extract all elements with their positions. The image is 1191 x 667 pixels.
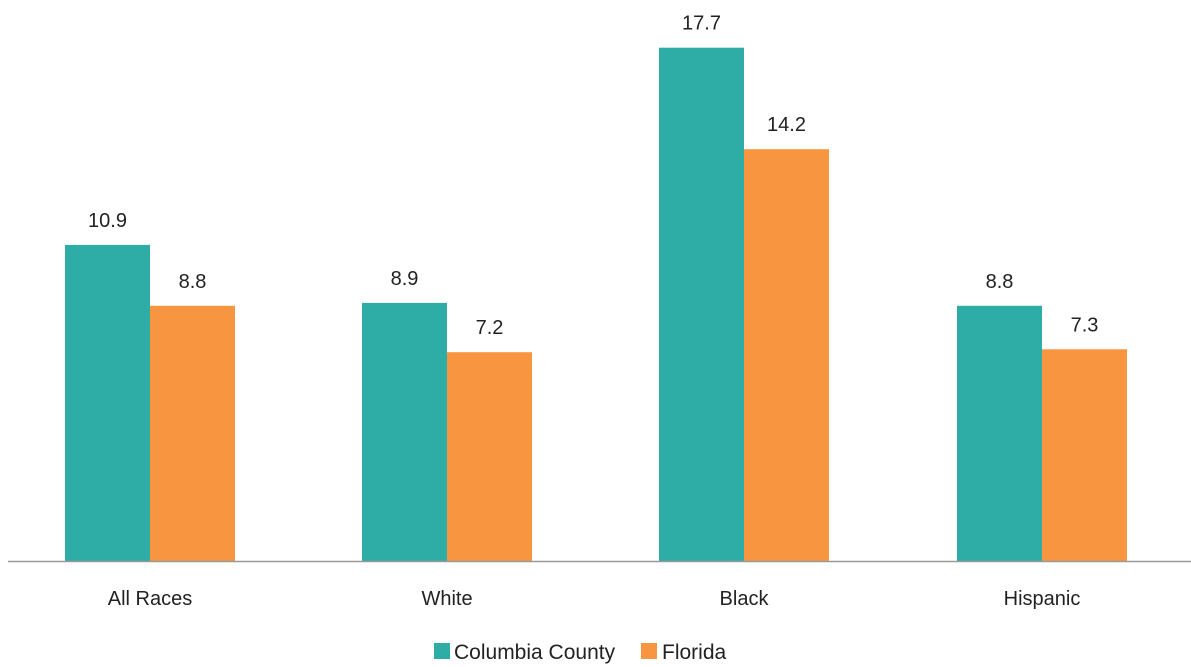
data-label: 8.8 <box>179 271 207 293</box>
legend-swatch-florida <box>641 643 657 659</box>
bar-columbia-county-black <box>659 47 744 561</box>
bar-florida-hispanic <box>1042 349 1127 561</box>
data-label: 8.8 <box>986 271 1014 293</box>
bar-florida-black <box>744 149 829 561</box>
bar-florida-all-races <box>150 305 235 561</box>
legend-swatch-columbia-county <box>434 643 450 659</box>
bar-columbia-county-all-races <box>65 244 150 561</box>
bar-columbia-county-white <box>362 302 447 561</box>
bars-layer <box>65 47 1127 561</box>
data-label: 7.3 <box>1071 314 1099 336</box>
bar-florida-white <box>447 352 532 561</box>
data-label: 10.9 <box>88 210 127 232</box>
data-label: 14.2 <box>767 114 806 136</box>
category-tick-label: All Races <box>108 588 192 610</box>
category-tick-label: White <box>421 588 472 610</box>
legend-label-florida: Florida <box>662 641 727 664</box>
legend: Columbia County Florida <box>434 641 727 664</box>
data-label: 17.7 <box>682 13 721 35</box>
category-tick-label: Black <box>720 588 770 610</box>
legend-label-columbia-county: Columbia County <box>454 641 616 664</box>
data-label: 8.9 <box>391 268 419 290</box>
data-label: 7.2 <box>476 317 504 339</box>
category-tick-labels: All Races White Black Hispanic <box>108 588 1081 610</box>
bar-columbia-county-hispanic <box>957 305 1042 561</box>
category-tick-label: Hispanic <box>1004 588 1081 610</box>
data-labels-layer: 10.9 8.9 17.7 8.8 8.8 7.2 14.2 7.3 <box>88 13 1098 340</box>
